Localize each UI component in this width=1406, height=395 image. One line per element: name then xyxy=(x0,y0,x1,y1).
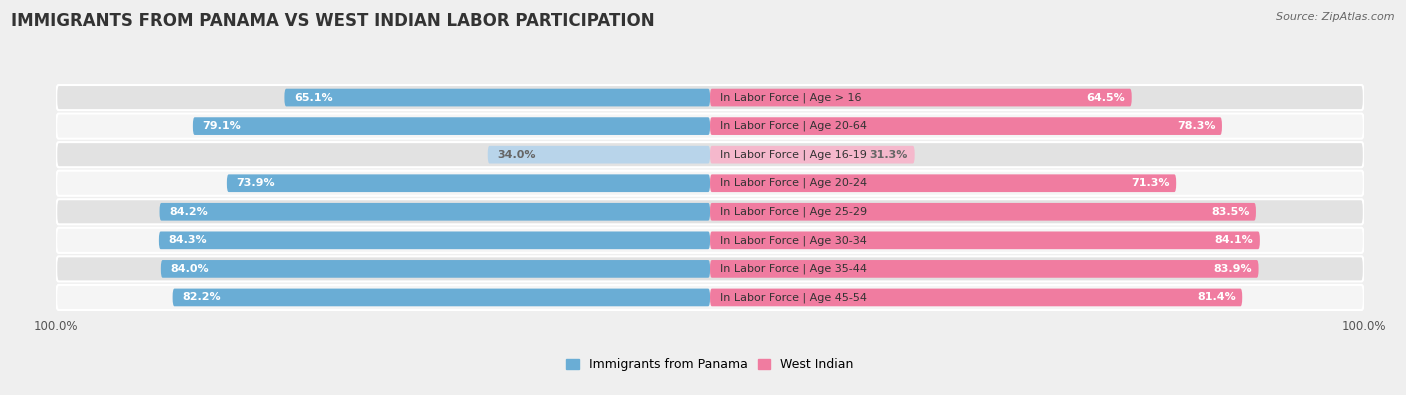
Text: 83.9%: 83.9% xyxy=(1213,264,1251,274)
Text: Source: ZipAtlas.com: Source: ZipAtlas.com xyxy=(1277,12,1395,22)
FancyBboxPatch shape xyxy=(160,260,710,278)
FancyBboxPatch shape xyxy=(710,174,1177,192)
FancyBboxPatch shape xyxy=(226,174,710,192)
FancyBboxPatch shape xyxy=(159,231,710,249)
Text: 84.0%: 84.0% xyxy=(170,264,209,274)
Text: 84.3%: 84.3% xyxy=(169,235,207,245)
Text: In Labor Force | Age 16-19: In Labor Force | Age 16-19 xyxy=(720,149,866,160)
FancyBboxPatch shape xyxy=(710,146,915,164)
FancyBboxPatch shape xyxy=(173,289,710,306)
Text: 79.1%: 79.1% xyxy=(202,121,242,131)
Text: 84.1%: 84.1% xyxy=(1215,235,1253,245)
FancyBboxPatch shape xyxy=(56,113,1364,139)
Text: 34.0%: 34.0% xyxy=(498,150,536,160)
FancyBboxPatch shape xyxy=(710,117,1222,135)
Text: In Labor Force | Age 30-34: In Labor Force | Age 30-34 xyxy=(720,235,866,246)
FancyBboxPatch shape xyxy=(56,285,1364,310)
FancyBboxPatch shape xyxy=(284,89,710,106)
FancyBboxPatch shape xyxy=(710,231,1260,249)
FancyBboxPatch shape xyxy=(56,199,1364,224)
Text: 83.5%: 83.5% xyxy=(1211,207,1250,217)
FancyBboxPatch shape xyxy=(710,203,1256,221)
Text: In Labor Force | Age 35-44: In Labor Force | Age 35-44 xyxy=(720,263,868,274)
Text: 82.2%: 82.2% xyxy=(183,292,221,303)
Text: 81.4%: 81.4% xyxy=(1197,292,1236,303)
FancyBboxPatch shape xyxy=(710,260,1258,278)
Text: 73.9%: 73.9% xyxy=(236,178,276,188)
FancyBboxPatch shape xyxy=(56,171,1364,196)
Text: 71.3%: 71.3% xyxy=(1132,178,1170,188)
Text: In Labor Force | Age > 16: In Labor Force | Age > 16 xyxy=(720,92,862,103)
FancyBboxPatch shape xyxy=(159,203,710,221)
Text: 65.1%: 65.1% xyxy=(294,92,333,103)
FancyBboxPatch shape xyxy=(56,228,1364,253)
Text: 31.3%: 31.3% xyxy=(870,150,908,160)
FancyBboxPatch shape xyxy=(56,85,1364,110)
FancyBboxPatch shape xyxy=(56,142,1364,167)
Text: 64.5%: 64.5% xyxy=(1087,92,1125,103)
Text: IMMIGRANTS FROM PANAMA VS WEST INDIAN LABOR PARTICIPATION: IMMIGRANTS FROM PANAMA VS WEST INDIAN LA… xyxy=(11,12,655,30)
Text: In Labor Force | Age 20-24: In Labor Force | Age 20-24 xyxy=(720,178,868,188)
Text: 84.2%: 84.2% xyxy=(169,207,208,217)
Legend: Immigrants from Panama, West Indian: Immigrants from Panama, West Indian xyxy=(561,353,859,376)
Text: In Labor Force | Age 25-29: In Labor Force | Age 25-29 xyxy=(720,207,868,217)
Text: In Labor Force | Age 45-54: In Labor Force | Age 45-54 xyxy=(720,292,868,303)
FancyBboxPatch shape xyxy=(710,89,1132,106)
Text: In Labor Force | Age 20-64: In Labor Force | Age 20-64 xyxy=(720,121,868,132)
FancyBboxPatch shape xyxy=(193,117,710,135)
FancyBboxPatch shape xyxy=(488,146,710,164)
FancyBboxPatch shape xyxy=(710,289,1243,306)
Text: 78.3%: 78.3% xyxy=(1177,121,1215,131)
FancyBboxPatch shape xyxy=(56,256,1364,282)
